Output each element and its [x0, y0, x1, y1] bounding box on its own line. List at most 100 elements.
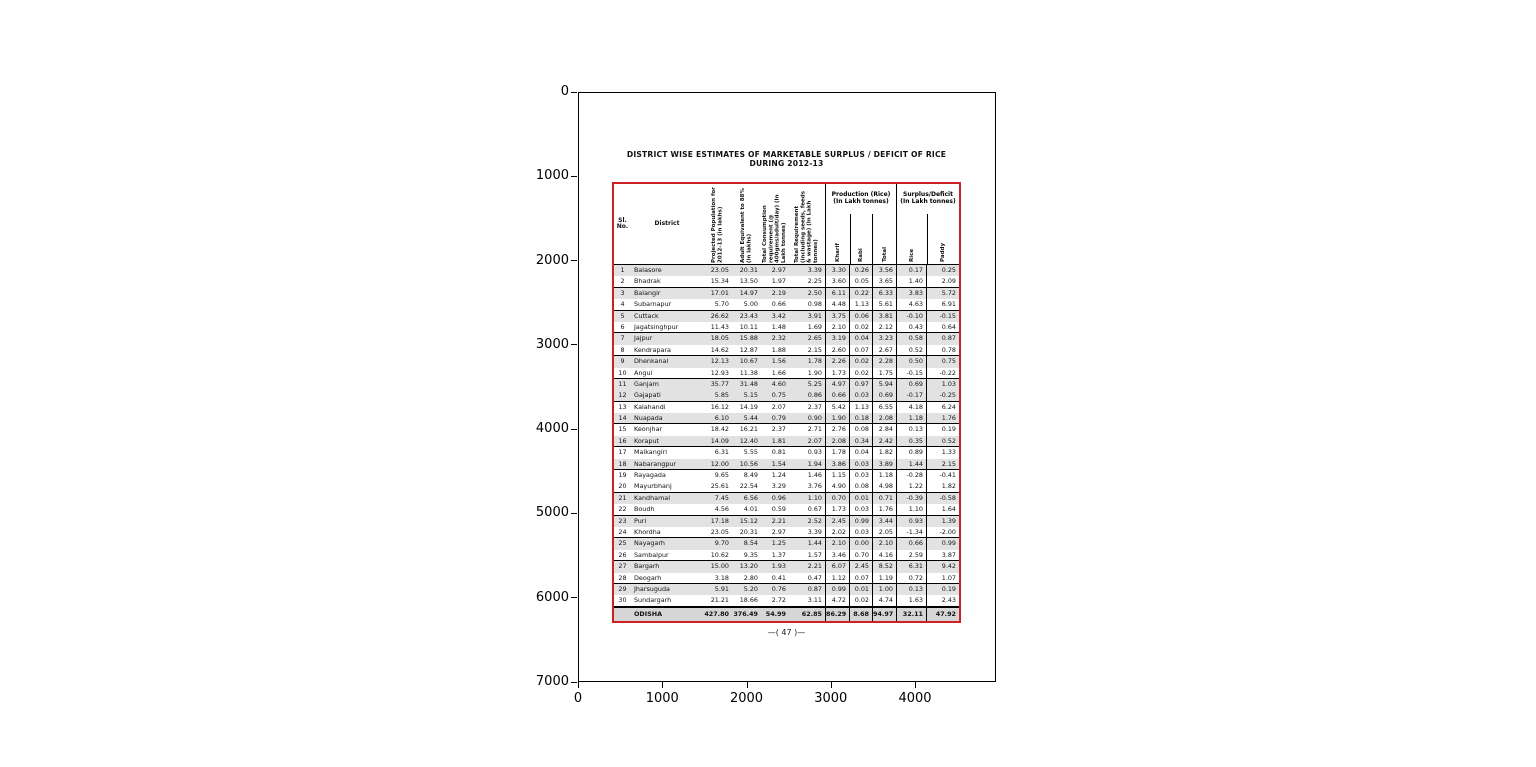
cell-value: 4.60: [771, 379, 786, 388]
cell-value: 15.12: [739, 516, 758, 525]
col-header-adult: Adult Equivalent to 88% (in lakhs): [732, 184, 761, 264]
cell-value: 2.32: [771, 334, 786, 343]
cell-value: 1.90: [807, 368, 822, 377]
cell-value: 0.70: [849, 549, 872, 561]
cell-value: 6.07: [825, 561, 849, 573]
cell-value: 3.42: [771, 311, 786, 320]
cell-value: 1.39: [926, 515, 959, 527]
cell-value: 8: [620, 345, 625, 354]
cell-value: 9.35: [743, 550, 758, 559]
cell-value: 29: [618, 584, 627, 593]
cell-value: 3.39: [807, 527, 822, 536]
cell-district: Balasore: [634, 266, 662, 274]
x-tick-label: 1000: [645, 691, 679, 706]
cell-value: 0.41: [771, 573, 786, 582]
cell-value: 3.23: [872, 333, 896, 345]
cell-value: 8.54: [743, 539, 758, 548]
y-tick-label: 1000: [535, 168, 569, 184]
cell-value: 25.61: [710, 482, 729, 491]
cell-value: 18.42: [710, 425, 729, 434]
cell-value: 1.10: [807, 493, 822, 502]
cell-value: 0.98: [807, 300, 822, 309]
cell-value: 0.69: [872, 390, 896, 401]
cell-value: 2.07: [807, 436, 822, 445]
cell-value: 0.75: [771, 391, 786, 400]
cell-district: Balangir: [634, 288, 661, 297]
cell-value: 0.13: [896, 424, 926, 436]
cell-value: 0.87: [926, 333, 959, 345]
cell-value: 16.21: [739, 425, 758, 434]
cell-value: 5.44: [743, 414, 758, 423]
cell-value: 22.54: [739, 482, 758, 491]
cell-value: 4.72: [825, 595, 849, 606]
cell-value: 20.31: [739, 527, 758, 536]
table-row: 27 Bargarh 15.00 13.20 1.93 2.21 6.07 2.45 8.52 6…: [614, 561, 959, 573]
table-total-row: ODISHA 427.80 376.49 54.99 62.85 86.29 8.68 94.…: [614, 606, 959, 621]
cell-value: 1.37: [771, 550, 786, 559]
x-tick-label: 4000: [898, 691, 932, 706]
cell-value: 8.52: [872, 561, 896, 573]
cell-value: 16: [618, 436, 627, 445]
x-tick-mark: [662, 682, 664, 688]
cell-value: 1.56: [771, 357, 786, 366]
cell-district: Nabarangpur: [634, 459, 677, 468]
production-sub-headers: Kharif Rabi Total: [826, 214, 896, 264]
cell-value: 0.89: [896, 447, 926, 459]
cell-value: 3.60: [825, 276, 849, 287]
cell-value: 0.06: [849, 310, 872, 322]
cell-value: 0.01: [849, 583, 872, 596]
cell-value: 3.75: [825, 310, 849, 322]
rotated-header-label: Rice: [908, 248, 915, 262]
cell-value: 0.04: [849, 333, 872, 345]
cell-value: 7: [620, 334, 625, 343]
cell-value: 12.93: [710, 368, 729, 377]
cell-value: -2.00: [926, 526, 959, 538]
cell-value: 26.62: [710, 311, 729, 320]
cell-value: 0.97: [849, 378, 872, 391]
cell-value: -0.17: [896, 390, 926, 401]
col-header-total: Total: [872, 214, 896, 264]
cell-value: 0.67: [807, 505, 822, 514]
y-tick-label: 4000: [535, 421, 569, 437]
cell-value: 2.08: [825, 435, 849, 447]
cell-value: 18.66: [739, 596, 758, 605]
table-row: 18 Nabarangpur 12.00 10.56 1.54 1.94 3.86 0.03 3…: [614, 458, 959, 471]
cell-value: 0.58: [896, 333, 926, 345]
cell-value: 12.87: [739, 345, 758, 354]
cell-value: 2.07: [771, 402, 786, 411]
table-row: 24 Khordha 23.05 20.31 2.97 3.39 2.02 0.03 2.05-…: [614, 526, 959, 539]
cell-value: 0.66: [896, 538, 926, 550]
cell-value: 4.63: [896, 299, 926, 310]
cell-value: 2.97: [771, 266, 786, 274]
cell-value: 1.76: [926, 413, 959, 424]
cell-value: 427.80: [704, 609, 729, 618]
cell-value: 31.48: [739, 379, 758, 388]
cell-value: 2.71: [807, 425, 822, 434]
cell-value: 3.29: [771, 482, 786, 491]
cell-value: 5.25: [807, 379, 822, 388]
cell-value: 25: [618, 539, 627, 548]
y-tick-mark: [571, 175, 577, 177]
cell-value: 2.10: [825, 321, 849, 333]
cell-value: 5.55: [743, 448, 758, 457]
cell-value: 0.75: [926, 356, 959, 368]
cell-value: 1.12: [825, 572, 849, 583]
table-header-row: Sl. No. District Projected Population for …: [614, 184, 959, 265]
cell-value: 1.18: [872, 470, 896, 482]
cell-value: 1.82: [872, 447, 896, 459]
cell-value: 0.03: [849, 470, 872, 482]
cell-value: 1.25: [771, 539, 786, 548]
cell-value: 0.93: [807, 448, 822, 457]
cell-value: 0.69: [896, 378, 926, 391]
col-group-production: Production (Rice) (In Lakh tonnes) Kharif…: [825, 184, 896, 264]
rotated-header-label: Total: [881, 246, 888, 262]
cell-value: 5.00: [743, 300, 758, 309]
cell-value: 2.60: [825, 344, 849, 356]
cell-district: Rayagada: [634, 471, 666, 480]
cell-value: 10.56: [739, 459, 758, 468]
cell-value: 1.66: [771, 368, 786, 377]
cell-value: 18.05: [710, 334, 729, 343]
cell-value: 5.61: [872, 299, 896, 310]
cell-value: 7.45: [714, 493, 729, 502]
